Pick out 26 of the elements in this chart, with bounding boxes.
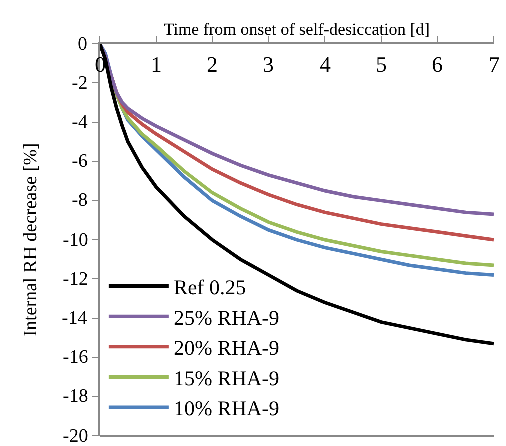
x-tick-label: 7 [489,52,500,77]
legend-label: 15% RHA-9 [174,366,280,390]
y-tick-label: -6 [72,151,88,172]
x-tick-label: 1 [151,52,162,77]
x-tick-label: 3 [263,52,274,77]
x-tick-label: 0 [95,52,106,77]
y-tick-label: -2 [72,73,88,94]
x-tick-label: 4 [320,52,331,77]
y-tick-label: 0 [78,34,88,55]
x-tick-label: 5 [376,52,387,77]
y-tick-label: -10 [63,230,88,251]
y-tick-label: -20 [63,426,88,446]
y-tick-label: -18 [63,386,88,407]
x-tick-label: 2 [207,52,218,77]
legend-label: 25% RHA-9 [174,306,280,330]
x-axis-title: Time from onset of self-desiccation [d] [164,20,430,40]
y-tick-label: -8 [72,190,88,211]
x-tick-label: 6 [432,52,443,77]
y-axis-title: Internal RH decrease [%] [20,143,42,337]
legend-label: 10% RHA-9 [174,396,280,421]
legend-label: 20% RHA-9 [174,336,280,360]
y-tick-label: -4 [72,112,88,133]
y-tick-label: -14 [62,308,88,329]
legend-label: Ref 0.25 [174,276,246,300]
y-tick-label: -16 [63,347,88,368]
y-tick-label: -12 [63,269,88,290]
